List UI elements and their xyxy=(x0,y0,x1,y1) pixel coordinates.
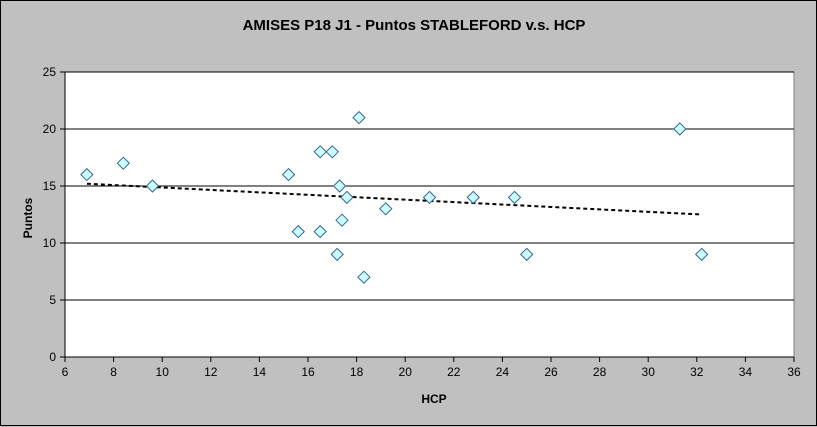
x-tick-label: 20 xyxy=(399,365,413,379)
x-tick-label: 32 xyxy=(690,365,704,379)
y-tick-label: 10 xyxy=(43,236,57,250)
x-tick-label: 10 xyxy=(156,365,170,379)
data-point xyxy=(673,122,687,136)
axes xyxy=(60,71,795,362)
data-point xyxy=(422,190,437,205)
data-point xyxy=(145,179,160,193)
data-point xyxy=(332,179,347,193)
data-point xyxy=(116,156,131,170)
x-axis-title: HCP xyxy=(421,392,446,406)
x-tick-label: 12 xyxy=(204,365,218,379)
data-point xyxy=(291,224,305,239)
y-tick-label: 0 xyxy=(49,350,56,364)
trendline xyxy=(86,182,702,216)
x-tick-label: 14 xyxy=(253,365,267,379)
y-tick-label: 5 xyxy=(49,293,56,307)
x-tick-label: 16 xyxy=(301,365,315,379)
data-point xyxy=(352,110,366,125)
y-tick-label: 15 xyxy=(43,179,57,193)
data-point xyxy=(519,247,534,262)
grid-lines xyxy=(65,71,794,301)
y-tick-label: 25 xyxy=(43,65,57,79)
data-point xyxy=(694,247,709,262)
data-point xyxy=(330,247,344,262)
data-point xyxy=(379,202,393,216)
x-tick-label: 18 xyxy=(350,365,364,379)
data-point xyxy=(507,190,522,205)
data-point xyxy=(340,190,354,205)
chart-title: AMISES P18 J1 - Puntos STABLEFORD v.s. H… xyxy=(243,17,586,34)
x-tick-label: 6 xyxy=(62,365,69,379)
data-point xyxy=(325,145,340,159)
data-point xyxy=(80,167,94,182)
data-point xyxy=(313,145,327,159)
y-axis-title: Puntos xyxy=(21,197,35,238)
trendline-layer xyxy=(86,182,702,216)
x-tick-label: 36 xyxy=(787,365,801,379)
data-points xyxy=(80,110,709,284)
x-tick-label: 30 xyxy=(642,365,656,379)
data-point xyxy=(466,190,480,205)
data-point xyxy=(313,224,327,239)
x-tick-label: 24 xyxy=(496,365,510,379)
x-tick-label: 28 xyxy=(593,365,607,379)
y-tick-label: 20 xyxy=(43,122,57,136)
x-tick-label: 22 xyxy=(447,365,461,379)
x-tick-label: 34 xyxy=(739,365,753,379)
x-tick-label: 26 xyxy=(544,365,558,379)
data-point xyxy=(335,213,349,227)
tick-labels: 0 5 10 15 20 25 6 8 10 12 14 16 18 20 22 24 26 28 30 32 34 36 xyxy=(43,65,801,379)
data-point xyxy=(281,167,296,182)
x-tick-label: 8 xyxy=(110,365,117,379)
data-point xyxy=(357,270,371,284)
plot-area xyxy=(64,71,795,358)
